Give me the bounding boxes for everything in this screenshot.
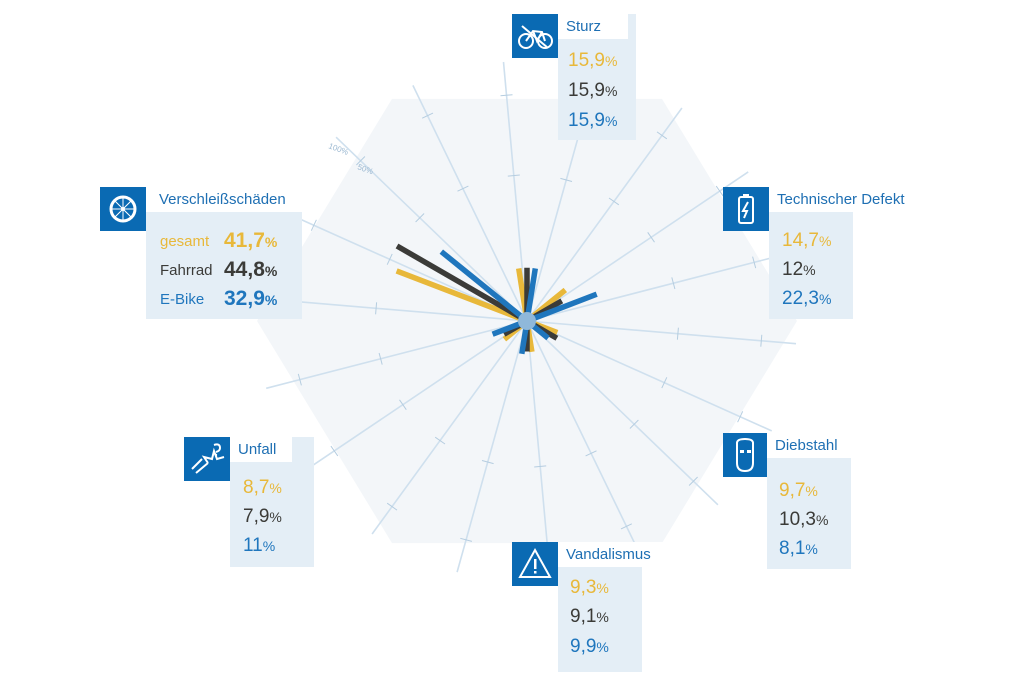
grid-break-mark xyxy=(434,436,446,445)
warning-icon xyxy=(512,542,558,586)
grid-spoke xyxy=(335,136,528,322)
grid-break-mark xyxy=(760,334,763,347)
legend-label-ebike: E-Bike xyxy=(160,291,205,308)
grid-spoke xyxy=(526,107,683,322)
grid-break-mark xyxy=(375,302,378,315)
category-label-unfall: Unfall xyxy=(230,437,292,462)
grid-break-mark xyxy=(500,94,513,97)
center-hub xyxy=(518,312,536,330)
wheel-icon xyxy=(100,187,146,231)
panel-unfall: Unfall 8,7% 7,9% 11% xyxy=(230,437,314,567)
value-ebike-diebstahl: 8,1% xyxy=(779,538,818,559)
grid-spoke xyxy=(456,320,528,573)
value-ebike-verschleissschaeden: 32,9% xyxy=(224,287,278,310)
crash-icon xyxy=(184,437,230,481)
grid-spoke xyxy=(371,320,528,535)
grid-break-mark xyxy=(676,327,679,340)
value-fahrrad-diebstahl: 10,3% xyxy=(779,509,829,530)
value-fahrrad-unfall: 7,9% xyxy=(243,506,282,527)
bar-fahrrad-5 xyxy=(395,243,529,324)
legend-label-fahrrad: Fahrrad xyxy=(160,262,213,279)
grid-break-mark xyxy=(378,352,383,365)
grid-break-mark xyxy=(671,277,676,290)
value-ebike-technischer-defekt: 22,3% xyxy=(782,288,832,309)
grid-break-mark xyxy=(457,185,469,192)
value-fahrrad-verschleissschaeden: 44,8% xyxy=(224,258,278,281)
grid-break-mark xyxy=(460,537,473,542)
category-label-vandalismus: Vandalismus xyxy=(558,542,666,567)
value-gesamt-diebstahl: 9,7% xyxy=(779,480,818,501)
bicycle-icon xyxy=(512,14,558,58)
grid-break-mark xyxy=(560,177,573,182)
grid-break-mark xyxy=(386,253,393,265)
bar-gesamt-5 xyxy=(395,268,528,324)
mask-icon xyxy=(723,433,767,477)
grid-spoke xyxy=(266,320,528,390)
grid-break-mark xyxy=(399,399,407,410)
grid-break-mark xyxy=(752,256,757,269)
grid-break-mark xyxy=(688,476,698,486)
grid-break-mark xyxy=(647,232,655,243)
grid-break-mark xyxy=(620,523,633,530)
value-gesamt-vandalismus: 9,3% xyxy=(570,577,609,598)
grid-break-mark xyxy=(656,131,668,140)
value-ebike-unfall: 11% xyxy=(243,535,276,556)
category-label-verschleissschaeden: Verschleißschäden xyxy=(146,187,303,212)
value-gesamt-unfall: 8,7% xyxy=(243,477,282,498)
grid-break-mark xyxy=(608,197,620,206)
grid-break-mark xyxy=(310,219,317,231)
legend-label-gesamt: gesamt xyxy=(160,233,210,250)
grid-spoke xyxy=(502,61,528,322)
bar-e-bike-5 xyxy=(439,249,529,324)
value-fahrrad-sturz: 15,9% xyxy=(568,80,618,101)
grid-break-mark xyxy=(297,373,302,386)
value-fahrrad-vandalismus: 9,1% xyxy=(570,606,609,627)
grid-spoke xyxy=(526,320,797,345)
value-ebike-sturz: 15,9% xyxy=(568,110,618,131)
bar-e-bike-1 xyxy=(526,291,598,324)
grid-spoke xyxy=(526,320,642,557)
panel-sturz: Sturz 15,9% 15,9% 15,9% xyxy=(558,14,636,140)
value-gesamt-verschleissschaeden: 41,7% xyxy=(224,229,278,252)
grid-break-mark xyxy=(507,174,520,177)
grid-break-mark xyxy=(481,460,494,465)
panel-diebstahl: Diebstahl 9,7% 10,3% 8,1% xyxy=(767,433,853,569)
grid-break-mark xyxy=(534,465,547,468)
grid-break-mark xyxy=(415,213,425,223)
grid-break-mark xyxy=(421,112,434,119)
grid-spoke xyxy=(526,171,749,322)
grid-break-mark xyxy=(661,377,668,389)
panel-vandalismus: Vandalismus 9,3% 9,1% 9,9% xyxy=(558,542,666,672)
grid-break-mark xyxy=(715,185,724,197)
grid-break-mark xyxy=(330,445,339,457)
grid-break-mark xyxy=(629,419,639,429)
grid-break-mark xyxy=(356,156,366,166)
category-label-technischer-defekt: Technischer Defekt xyxy=(769,187,925,212)
value-gesamt-technischer-defekt: 14,7% xyxy=(782,230,832,251)
panel-verschleissschaeden: Verschleißschäden gesamt Fahrrad E-Bike … xyxy=(146,187,303,319)
grid-spoke xyxy=(412,85,528,322)
grid-break-mark xyxy=(386,502,398,511)
category-label-sturz: Sturz xyxy=(558,14,628,39)
grid-spoke xyxy=(305,320,528,471)
grid-spoke xyxy=(526,320,773,432)
value-gesamt-sturz: 15,9% xyxy=(568,50,618,71)
category-label-diebstahl: Diebstahl xyxy=(767,433,853,458)
grid-break-mark xyxy=(585,450,597,457)
panel-technischer-defekt: Technischer Defekt 14,7% 12% 22,3% xyxy=(769,187,925,319)
grid-spoke xyxy=(526,320,719,506)
grid-break-mark xyxy=(737,411,744,423)
value-fahrrad-technischer-defekt: 12% xyxy=(782,259,816,280)
battery-icon xyxy=(723,187,769,231)
grid-spoke xyxy=(526,252,788,322)
grid-spoke xyxy=(257,297,528,322)
value-ebike-vandalismus: 9,9% xyxy=(570,636,609,657)
grid-spoke xyxy=(526,320,552,581)
scale-tick-label: 100% xyxy=(327,141,349,156)
